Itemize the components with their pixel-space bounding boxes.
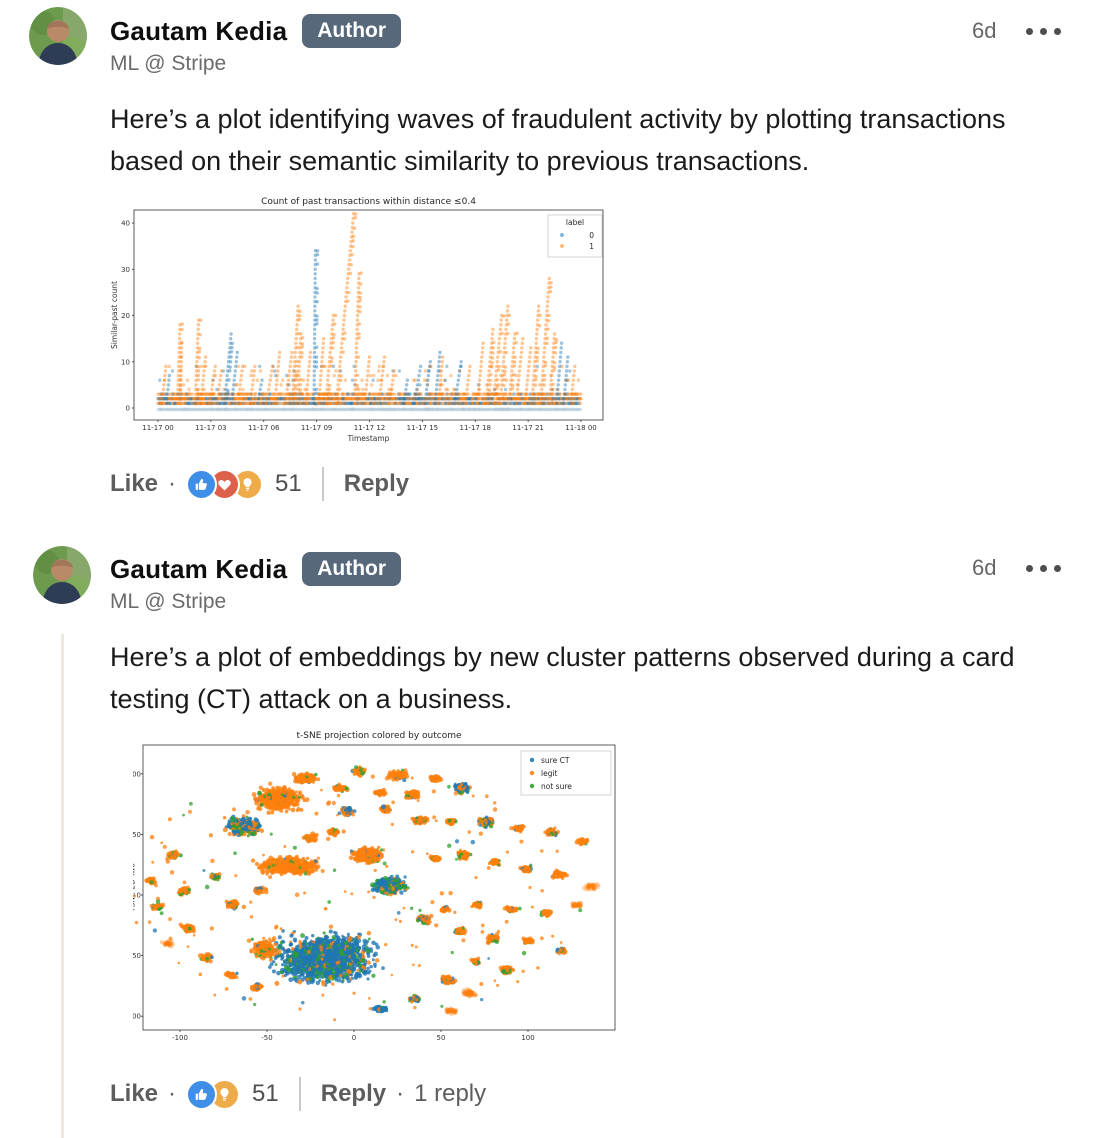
separator-dot: · [168,1080,177,1107]
overflow-menu-icon[interactable] [1020,559,1067,578]
avatar-image [33,546,91,604]
thumbs-up-icon[interactable] [186,468,218,500]
author-headline: ML @ Stripe [110,590,227,613]
reaction-count[interactable]: 51 [252,1080,279,1107]
social-actions-row: Like · 51 Reply [110,464,409,504]
tsne-canvas [133,727,618,1042]
thumbs-up-icon[interactable] [186,1078,218,1110]
reply-count[interactable]: 1 reply [414,1080,487,1107]
author-headline: ML @ Stripe [110,52,227,75]
like-button[interactable]: Like [110,1080,159,1107]
overflow-menu-icon[interactable] [1020,22,1067,41]
reply-button[interactable]: Reply [320,1080,387,1107]
reaction-stack[interactable] [186,468,264,500]
comment-body: Here’s a plot of embeddings by new clust… [110,642,1015,714]
divider [321,467,324,501]
reaction-count[interactable]: 51 [275,470,302,497]
chart-attachment-tsne[interactable] [133,727,618,1042]
heart-icon[interactable] [209,468,241,500]
reaction-stack[interactable] [186,1078,241,1110]
time-scatter-canvas [110,195,618,447]
avatar[interactable] [29,7,87,65]
chart-attachment-time-scatter[interactable] [110,195,618,447]
timestamp: 6d [972,555,997,580]
thread-connector-line [61,634,64,1138]
reply-button[interactable]: Reply [343,470,410,497]
separator-dot: · [168,470,177,497]
like-button[interactable]: Like [110,470,159,497]
separator-dot: · [396,1080,405,1107]
avatar[interactable] [33,546,91,604]
avatar-image [29,7,87,65]
author-name[interactable]: Gautam Kedia [110,553,288,584]
comment-body: Here’s a plot identifying waves of fraud… [110,104,1006,176]
author-badge: Author [302,552,402,586]
author-name[interactable]: Gautam Kedia [110,15,288,46]
divider [298,1077,301,1111]
social-actions-row: Like · 51 Reply · 1 reply [110,1074,486,1114]
timestamp: 6d [972,18,997,43]
author-badge: Author [302,14,402,48]
